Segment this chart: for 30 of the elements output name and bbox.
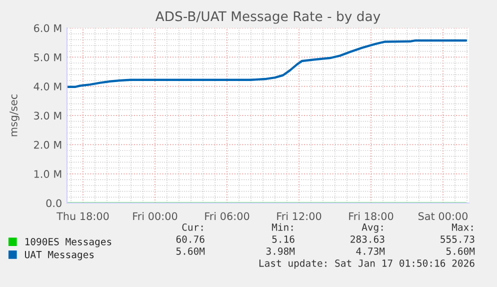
- x-tick-label: Fri 12:00: [277, 212, 322, 220]
- legend-label: UAT Messages: [25, 251, 94, 260]
- legend-label: 1090ES Messages: [25, 238, 112, 248]
- x-tick-label: Fri 00:00: [133, 212, 178, 220]
- text: Cur:: [182, 223, 203, 231]
- text: 3.98M: [266, 247, 295, 255]
- y-tick-label: 1.0 M: [34, 170, 62, 178]
- text: 60.76: [176, 235, 204, 243]
- x-tick-label: Sat 00:00: [418, 212, 468, 220]
- y-tick-label: 0.0: [46, 199, 62, 208]
- text: 555.73: [440, 235, 474, 243]
- text: 283.63: [350, 235, 384, 243]
- y-tick-label: 5.0 M: [34, 53, 62, 62]
- y-axis-title: msg/sec: [10, 94, 20, 136]
- text: 5.60M: [176, 247, 205, 255]
- x-tick-label: Thu 18:00: [56, 212, 109, 220]
- text: 4.73M: [356, 247, 385, 255]
- y-tick-label: 3.0 M: [34, 112, 62, 120]
- text: 5.16: [272, 235, 294, 243]
- x-tick-label: Fri 18:00: [349, 212, 394, 220]
- x-tick-label: Fri 06:00: [205, 212, 250, 220]
- text: 5.60M: [446, 247, 475, 255]
- text: Last update: Sat Jan 17 01:50:16 2026: [259, 259, 474, 269]
- y-tick-label: 6.0 M: [34, 24, 62, 32]
- text: Max:: [452, 224, 473, 231]
- chart-title: ADS-B/UAT Message Rate - by day: [155, 11, 380, 24]
- y-tick-label: 4.0 M: [34, 82, 62, 90]
- text: Min:: [272, 223, 293, 231]
- y-tick-label: 2.0 M: [34, 140, 62, 149]
- text: Avg:: [362, 224, 383, 233]
